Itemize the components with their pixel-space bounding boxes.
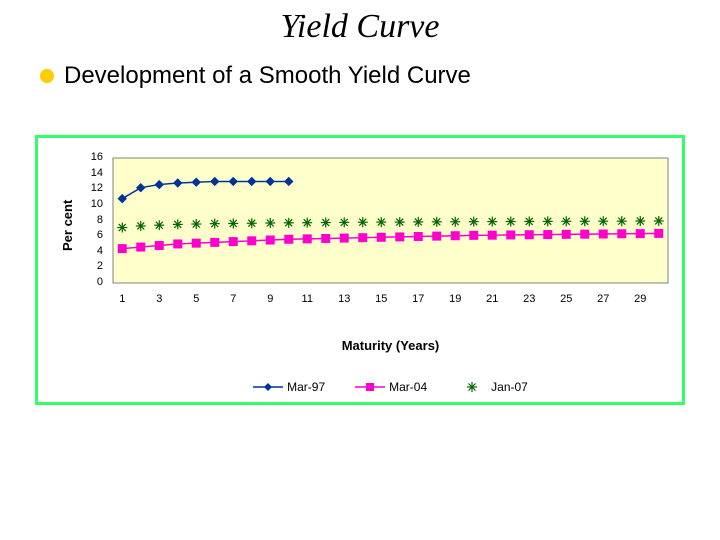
- x-tick-label: 27: [593, 293, 613, 305]
- chart-container: Per cent Maturity (Years) Mar-97 Mar-04 Ja…: [35, 135, 685, 405]
- legend-item: Mar-97: [253, 380, 325, 394]
- x-tick-label: 29: [630, 293, 650, 305]
- x-tick-label: 15: [371, 293, 391, 305]
- slide: Yield Curve Development of a Smooth Yiel…: [0, 0, 720, 540]
- bullet-dot-icon: [40, 69, 54, 83]
- y-tick-label: 2: [97, 260, 103, 272]
- y-tick-label: 8: [97, 214, 103, 226]
- x-tick-label: 23: [519, 293, 539, 305]
- y-tick-label: 12: [91, 182, 103, 194]
- y-tick-label: 14: [91, 167, 103, 179]
- legend-marker-icon: [457, 380, 487, 394]
- legend-label: Mar-97: [287, 380, 325, 394]
- x-tick-label: 3: [149, 293, 169, 305]
- y-tick-label: 4: [97, 245, 103, 257]
- x-axis-label: Maturity (Years): [113, 338, 668, 353]
- legend-marker-icon: [355, 380, 385, 394]
- legend-item: Jan-07: [457, 380, 528, 394]
- legend-marker-icon: [253, 380, 283, 394]
- x-tick-label: 17: [408, 293, 428, 305]
- x-tick-label: 21: [482, 293, 502, 305]
- bullet-text: Development of a Smooth Yield Curve: [64, 62, 471, 90]
- chart-legend: Mar-97 Mar-04 Jan-07: [113, 380, 668, 394]
- legend-item: Mar-04: [355, 380, 427, 394]
- x-tick-label: 25: [556, 293, 576, 305]
- x-tick-label: 13: [334, 293, 354, 305]
- x-tick-label: 1: [112, 293, 132, 305]
- y-tick-label: 0: [97, 276, 103, 288]
- x-tick-label: 5: [186, 293, 206, 305]
- x-tick-label: 11: [297, 293, 317, 305]
- legend-label: Mar-04: [389, 380, 427, 394]
- y-axis-label: Per cent: [60, 199, 75, 250]
- x-tick-label: 7: [223, 293, 243, 305]
- slide-title: Yield Curve: [0, 8, 720, 46]
- y-tick-label: 6: [97, 229, 103, 241]
- x-tick-label: 9: [260, 293, 280, 305]
- bullet-row: Development of a Smooth Yield Curve: [40, 62, 680, 90]
- legend-label: Jan-07: [491, 380, 528, 394]
- y-tick-label: 10: [91, 198, 103, 210]
- yield-curve-chart: [38, 138, 688, 408]
- x-tick-label: 19: [445, 293, 465, 305]
- y-tick-label: 16: [91, 151, 103, 163]
